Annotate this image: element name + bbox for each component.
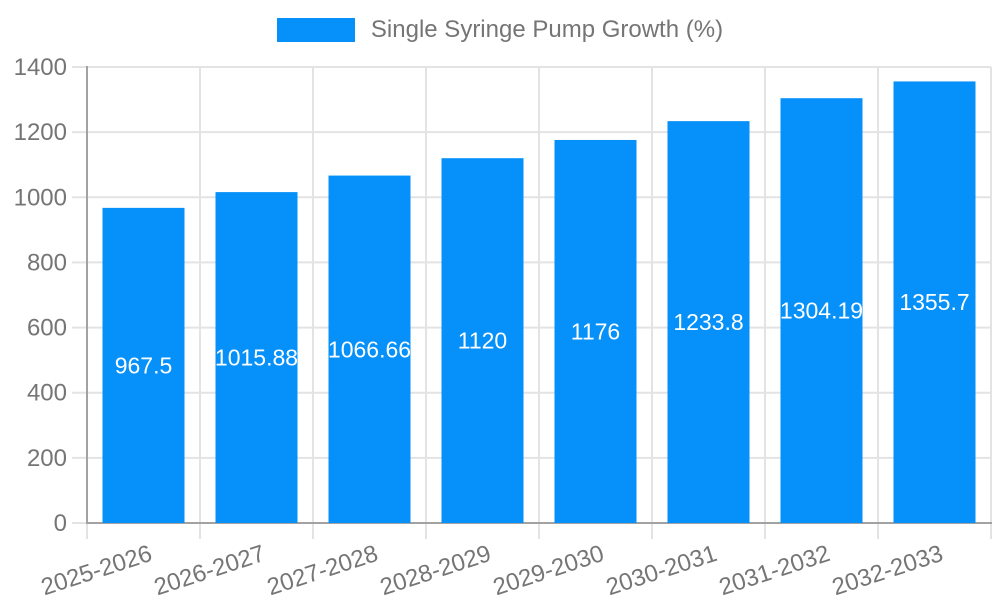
legend-swatch: [276, 18, 355, 42]
bar: [780, 98, 863, 523]
y-tick-label: 1400: [14, 54, 67, 81]
chart-legend[interactable]: Single Syringe Pump Growth (%): [0, 17, 1000, 43]
bar: [328, 175, 411, 523]
bar: [441, 158, 524, 523]
x-tick-label: 2028-2029: [377, 540, 495, 600]
bar: [893, 81, 976, 524]
y-tick-label: 1200: [14, 119, 67, 146]
y-tick-label: 800: [27, 249, 67, 276]
bar-value-label: 1304.19: [780, 298, 863, 324]
y-tick-label: 0: [54, 510, 67, 537]
x-tick-label: 2030-2031: [603, 540, 721, 600]
bar: [667, 121, 750, 523]
bar: [554, 139, 637, 523]
y-tick-label: 1000: [14, 184, 67, 211]
x-tick-label: 2029-2030: [490, 540, 608, 600]
bar-value-label: 1120: [458, 328, 507, 354]
bar-value-label: 1066.66: [328, 336, 411, 362]
bar-value-label: 1355.7: [899, 289, 969, 315]
x-tick-label: 2025-2026: [38, 540, 156, 600]
x-tick-label: 2031-2032: [716, 540, 834, 600]
bar-value-label: 967.5: [115, 352, 173, 378]
bar-value-label: 1176: [571, 318, 620, 344]
bar: [215, 192, 298, 523]
x-tick-label: 2026-2027: [151, 540, 269, 600]
bar-value-label: 1233.8: [673, 309, 743, 335]
y-tick-label: 200: [27, 445, 67, 472]
x-tick-label: 2032-2033: [829, 540, 947, 600]
y-tick-label: 600: [27, 315, 67, 342]
bar: [102, 207, 185, 523]
bar-value-label: 1015.88: [215, 345, 298, 371]
legend-label: Single Syringe Pump Growth (%): [370, 16, 724, 43]
y-tick-label: 400: [27, 380, 67, 407]
x-tick-label: 2027-2028: [264, 540, 382, 600]
